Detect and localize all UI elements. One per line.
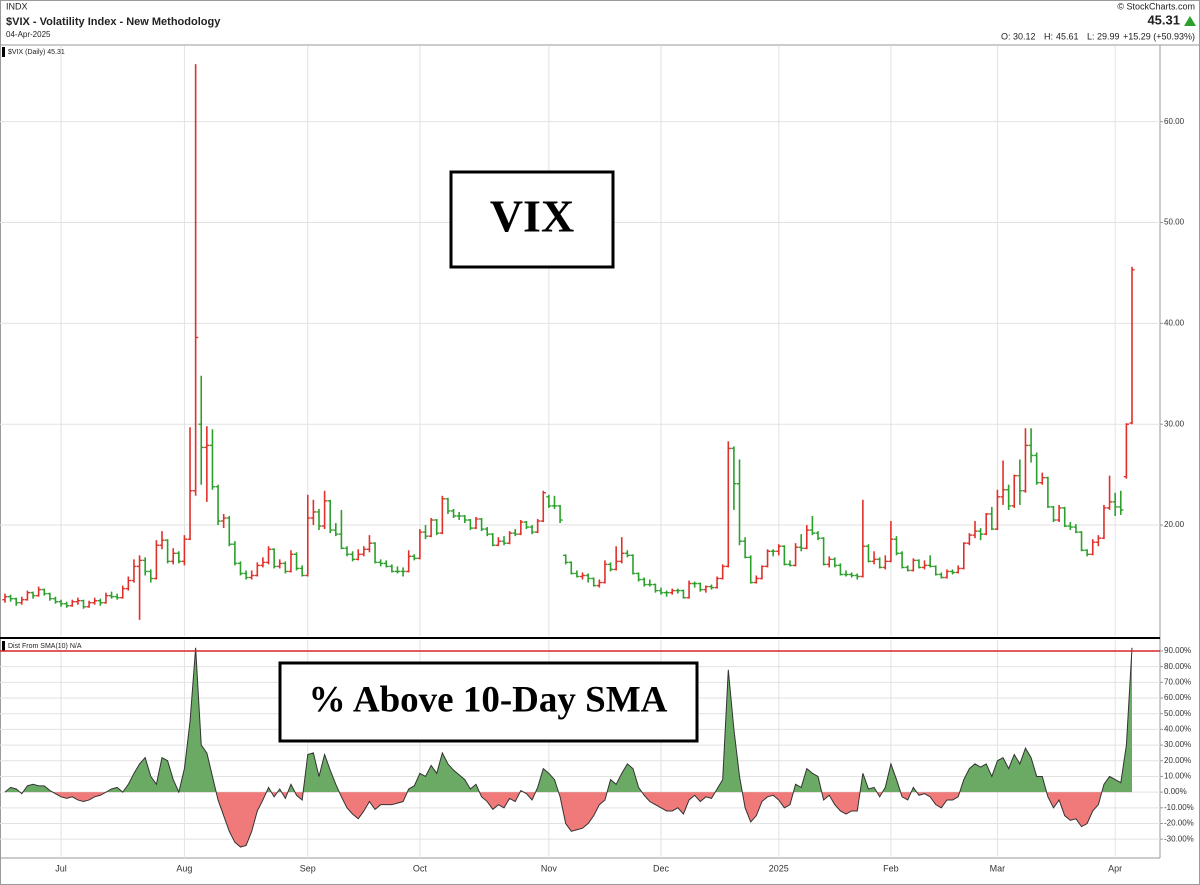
x-tick-label: 2025 [769,863,789,873]
ohlc-value: 29.99 [1097,31,1120,41]
ohlc-value: 45.61 [1056,31,1079,41]
annotation-box [449,170,615,269]
distance-line [4,647,1133,848]
date: 04-Apr-2025 [6,30,51,39]
panel-label: $VIX (Daily) 45.31 [8,49,65,56]
x-tick-label: Nov [541,863,558,873]
panel-marker [2,47,5,57]
area-below [5,792,1132,848]
source: © StockCharts.com [1117,1,1195,11]
exchange: INDX [6,1,28,11]
y-tick-label: 10.00% [1164,772,1191,781]
y-tick-label: 40.00 [1164,318,1185,327]
y-tick-label: -20.00% [1164,819,1194,828]
y-tick-label: 40.00% [1164,725,1191,734]
ohlc-label: O: [1001,31,1011,41]
title: $VIX - Volatility Index - New Methodolog… [6,16,221,28]
x-tick-label: Aug [176,863,192,873]
y-tick-label: -10.00% [1164,803,1194,812]
annotation-box [278,661,699,743]
up-arrow [1184,16,1196,26]
x-tick-label: Feb [883,863,899,873]
x-tick-label: Sep [300,863,316,873]
x-tick-label: Mar [990,863,1006,873]
y-tick-label: 60.00 [1164,117,1185,126]
last-price: 45.31 [1147,12,1180,27]
y-tick-label: 20.00 [1164,520,1185,529]
y-tick-label: 60.00% [1164,693,1191,702]
x-tick-label: Apr [1108,863,1122,873]
area-above [5,647,1132,793]
panel-marker [2,641,5,651]
y-tick-label: 50.00 [1164,218,1185,227]
ohlc-value: 30.12 [1013,31,1036,41]
ohlc-label: L: [1087,31,1095,41]
y-tick-label: 50.00% [1164,709,1191,718]
y-tick-label: 0.00% [1164,787,1187,796]
x-tick-label: Dec [653,863,670,873]
annotation: VIX [490,191,574,242]
x-tick-label: Jul [55,863,67,873]
x-tick-label: Oct [413,863,428,873]
panel-label: Dist From SMA(10) N/A [8,643,82,650]
y-tick-label: 70.00% [1164,677,1191,686]
y-tick-label: 90.00% [1164,646,1191,655]
ohlc-label: H: [1044,31,1053,41]
y-tick-label: 20.00% [1164,756,1191,765]
y-tick-label: -30.00% [1164,834,1194,843]
y-tick-label: 30.00 [1164,419,1185,428]
y-tick-label: 30.00% [1164,740,1191,749]
annotation: % Above 10-Day SMA [309,679,668,720]
y-tick-label: 80.00% [1164,662,1191,671]
change: +15.29 (+50.93%) [1123,31,1195,41]
